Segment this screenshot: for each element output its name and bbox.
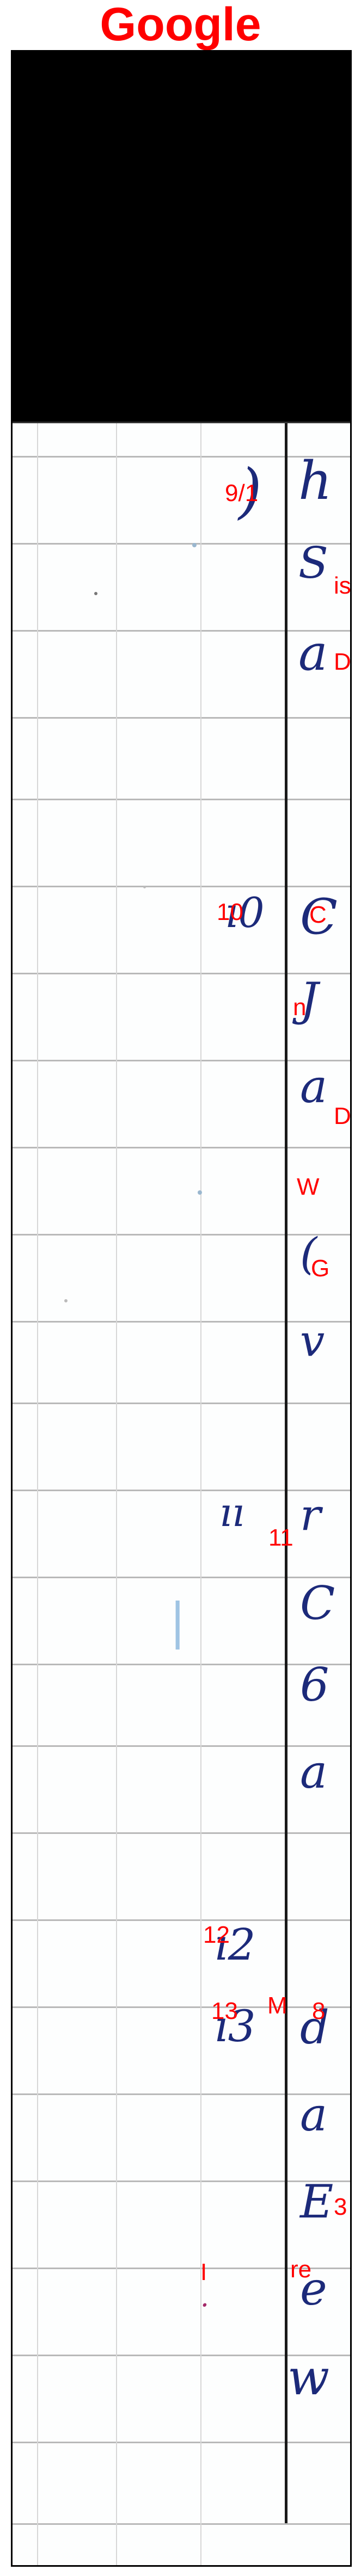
handwriting-mark: a xyxy=(300,1745,328,1799)
label-3: 3 xyxy=(334,2194,347,2220)
speck xyxy=(192,543,197,547)
label-10: 10 xyxy=(217,899,243,925)
grid-line xyxy=(13,1403,350,1404)
label-i: I xyxy=(200,2259,207,2285)
handwriting-mark: ıı xyxy=(219,1490,245,1535)
handwriting-mark: ı0 xyxy=(225,888,265,937)
handwriting-mark: S xyxy=(298,538,328,588)
grid-line xyxy=(13,1832,350,1834)
grid-line xyxy=(13,2355,350,2356)
label-n: n xyxy=(293,994,307,1021)
handwriting-mark: e xyxy=(300,2262,327,2315)
handwriting-mark: ) xyxy=(238,456,262,526)
handwriting-mark: ( xyxy=(300,1228,317,1279)
handwriting-mark: a xyxy=(300,2088,328,2141)
page-title: Google xyxy=(100,0,261,51)
handwriting-mark: ı3 xyxy=(214,2001,256,2052)
grid-line xyxy=(13,630,350,632)
speck xyxy=(94,592,97,595)
handwriting-mark: C xyxy=(300,888,338,946)
handwriting-mark: 6 xyxy=(300,1658,329,1712)
label-13: 13 xyxy=(211,1998,238,2024)
grid-line xyxy=(13,886,350,887)
handwriting-mark: w xyxy=(287,2349,330,2406)
grid-line xyxy=(13,2180,350,2182)
handwriting-mark: r xyxy=(300,1490,321,1540)
redacted-area xyxy=(13,52,350,422)
margin-line xyxy=(285,423,287,2523)
label-g: G xyxy=(311,1255,330,1282)
label-12: 12 xyxy=(203,1922,230,1948)
grid-line xyxy=(13,717,350,719)
label-re: re xyxy=(290,2256,312,2283)
grid-line xyxy=(13,2442,350,2443)
grid-column-line xyxy=(37,423,38,2565)
grid-line xyxy=(13,1234,350,1236)
scanned-document-frame: ) h S a ı0 C J a ( v ıı r C 6 a ı2 ı3 d … xyxy=(11,50,352,2567)
grid-line xyxy=(13,1919,350,1921)
grid-line xyxy=(13,2268,350,2269)
label-d: D xyxy=(334,648,351,675)
label-11: 11 xyxy=(268,1524,293,1551)
label-m: M xyxy=(267,1992,287,2019)
grid-line xyxy=(13,2523,350,2525)
grid-line xyxy=(13,456,350,458)
grid-line xyxy=(13,543,350,545)
handwriting-mark: a xyxy=(300,1060,328,1113)
handwriting-mark: C xyxy=(300,1577,335,1630)
speck xyxy=(64,1299,68,1302)
grid-line xyxy=(13,1664,350,1665)
handwriting-mark: h xyxy=(298,450,332,511)
grid-column-line xyxy=(116,423,117,2565)
grid-line xyxy=(13,1577,350,1578)
handwriting-mark: v xyxy=(300,1315,325,1366)
label-8: 8 xyxy=(312,1998,326,2024)
graph-paper-page: ) h S a ı0 C J a ( v ıı r C 6 a ı2 ı3 d … xyxy=(13,422,350,2565)
handwriting-mark: E xyxy=(300,2175,334,2228)
grid-line xyxy=(13,799,350,800)
label-c: C xyxy=(309,901,327,928)
handwriting-mark: a xyxy=(298,625,328,682)
speck xyxy=(198,1190,202,1195)
grid-line xyxy=(13,1490,350,1491)
handwriting-mark: ı2 xyxy=(214,1919,256,1970)
label-w: W xyxy=(297,1173,320,1200)
grid-line xyxy=(13,973,350,974)
label-is: is xyxy=(334,572,351,599)
handwriting-mark: | xyxy=(169,1593,186,1650)
grid-line xyxy=(13,1321,350,1323)
grid-column-line xyxy=(200,423,201,2565)
grid-line xyxy=(13,2006,350,2008)
grid-line xyxy=(13,1060,350,1061)
grid-line xyxy=(13,1745,350,1747)
grid-line xyxy=(13,1147,350,1148)
handwriting-mark: J xyxy=(300,973,319,1026)
handwriting-mark: · xyxy=(200,2289,209,2321)
speck xyxy=(143,886,146,888)
label-d: D xyxy=(334,1103,351,1129)
handwriting-mark: d xyxy=(300,2001,329,2054)
label-9-1: 9/1 xyxy=(225,480,259,506)
grid-line xyxy=(13,2093,350,2095)
